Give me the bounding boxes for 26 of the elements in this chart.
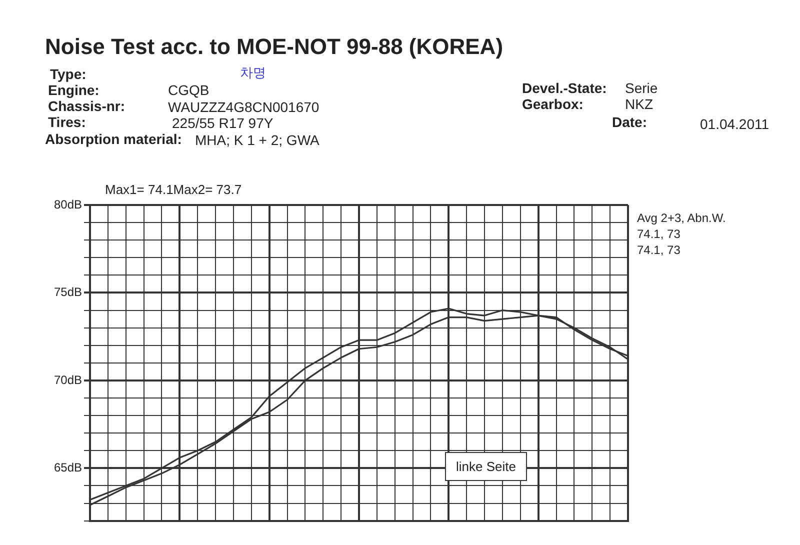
text: Chassis-nr: <box>48 98 126 114</box>
text: Type: <box>50 66 86 82</box>
text: Serie <box>625 80 658 96</box>
text: Engine: <box>48 82 100 98</box>
text: WAUZZZ4G8CN001670 <box>168 99 320 115</box>
text: 225/55 R17 97Y <box>172 115 274 131</box>
text: 74.1, 73 <box>637 227 680 241</box>
chart-title: Noise Test acc. to MOE-NOT 99-88 (KOREA) <box>45 34 504 60</box>
y-tick-label: 75dB <box>54 285 82 300</box>
text: 01.04.2011 <box>700 116 770 132</box>
text: 차명 <box>240 64 266 82</box>
text: Tires: <box>48 114 86 130</box>
text: Date: <box>612 114 648 130</box>
text: Devel.-State: <box>522 80 607 96</box>
text: Absorption material: <box>45 131 182 147</box>
text: MHA; K 1 + 2; GWA <box>195 132 320 148</box>
text: Avg 2+3, Abn.W. <box>637 211 726 225</box>
text: Gearbox: <box>522 96 584 112</box>
y-tick-label: 70dB <box>54 372 82 387</box>
y-tick-label: 65dB <box>54 460 82 474</box>
text: NKZ <box>625 96 653 112</box>
text: 74.1, 73 <box>637 243 680 257</box>
text: CGQB <box>168 82 210 98</box>
text: Max1= 74.1Max2= 73.7 <box>105 182 242 197</box>
annotation: linke Seite <box>445 452 527 481</box>
y-tick-label: 80dB <box>54 197 82 212</box>
